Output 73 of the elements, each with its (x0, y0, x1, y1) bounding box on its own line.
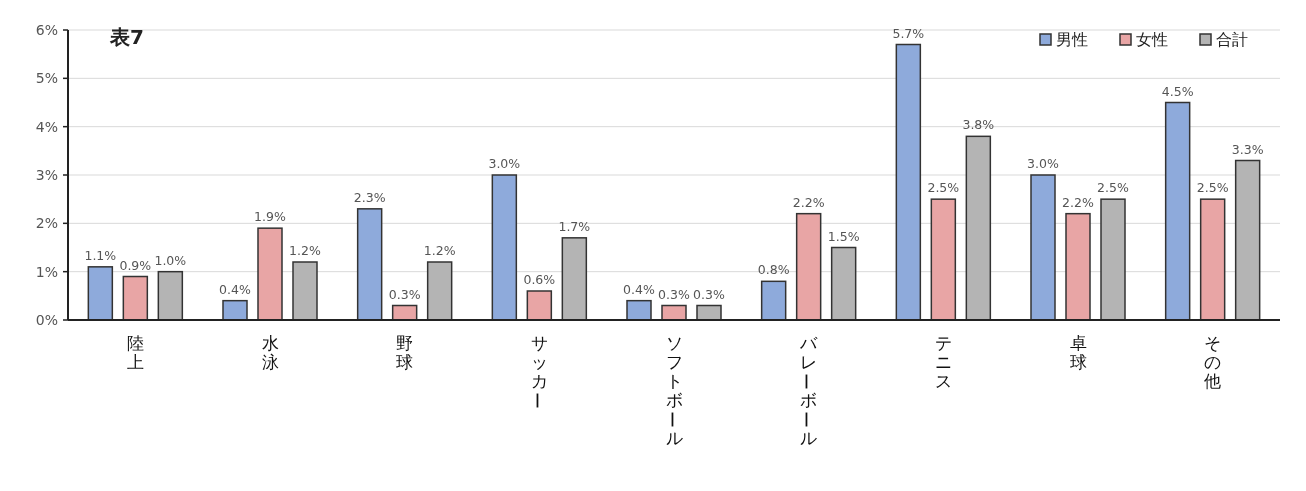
bar (1065, 212, 1091, 321)
y-tick-label: 6% (35, 22, 58, 38)
data-label: 0.6% (523, 272, 556, 287)
data-label: 3.0% (488, 156, 521, 171)
y-tick-label: 3% (35, 167, 58, 183)
data-label: 2.3% (353, 189, 386, 205)
x-tick-label: 野球 (396, 333, 414, 372)
data-label: 5.7% (892, 25, 925, 41)
x-tick-label: サッカー (526, 333, 548, 409)
bar (1100, 198, 1126, 321)
x-tick-label: その他 (1204, 333, 1222, 391)
bar (626, 299, 652, 321)
bar (222, 299, 248, 321)
legend-label: 女性 (1136, 30, 1168, 49)
bar (122, 275, 149, 321)
data-label: 1.2% (289, 243, 321, 258)
bar (87, 266, 114, 321)
data-label: 3.0% (1027, 156, 1059, 171)
data-label: 0.3% (693, 286, 725, 302)
bar (930, 198, 957, 321)
bar (1030, 174, 1056, 321)
data-label: 1.0% (154, 252, 187, 268)
bar (696, 304, 722, 321)
data-label: 0.8% (757, 262, 790, 278)
data-label: 0.4% (623, 281, 655, 297)
x-tick-label: 水泳 (261, 333, 279, 372)
chart-title: 表7 (109, 25, 144, 49)
x-tick-label: 陸上 (126, 333, 144, 372)
bar (830, 246, 857, 321)
legend-label: 男性 (1056, 30, 1088, 49)
data-label: 2.2% (1062, 194, 1094, 210)
data-label: 0.3% (658, 286, 690, 302)
data-label: 0.9% (119, 257, 152, 273)
bar (760, 280, 787, 321)
bar (356, 208, 383, 321)
x-tick-label: テニス (934, 333, 952, 391)
bar (795, 212, 822, 321)
bar (491, 174, 518, 321)
bar (526, 290, 553, 321)
bar (157, 270, 184, 321)
legend-label: 合計 (1216, 30, 1248, 49)
data-label: 2.5% (1097, 180, 1129, 196)
bar (257, 227, 283, 321)
bar (561, 237, 588, 321)
bar (292, 261, 318, 321)
data-label: 2.2% (792, 194, 825, 210)
data-label: 3.3% (1231, 141, 1264, 157)
bar (661, 304, 687, 321)
x-tick-label: 卓球 (1069, 333, 1087, 372)
data-label: 1.7% (558, 218, 591, 234)
data-label: 1.5% (827, 228, 860, 244)
data-label: 0.3% (388, 286, 421, 302)
data-label: 1.1% (84, 247, 117, 263)
data-label: 1.2% (423, 243, 456, 258)
bar (1164, 101, 1191, 321)
bar (1234, 159, 1261, 321)
data-label: 0.4% (219, 281, 251, 297)
data-label: 4.5% (1161, 83, 1194, 99)
bar (965, 135, 992, 321)
y-tick-label: 5% (35, 70, 58, 87)
y-tick-label: 1% (35, 263, 58, 280)
x-tick-label: バレーボール (796, 333, 819, 448)
y-tick-label: 4% (35, 118, 58, 135)
data-label: 2.5% (927, 180, 960, 196)
y-tick-label: 2% (35, 215, 58, 232)
data-label: 2.5% (1196, 180, 1229, 196)
y-tick-label: 0% (35, 312, 58, 328)
x-tick-label: ソフトボール (661, 333, 683, 448)
bar (426, 261, 453, 321)
bar (895, 43, 922, 321)
bar (1199, 198, 1226, 321)
data-label: 3.8% (962, 117, 995, 133)
data-label: 1.9% (254, 209, 286, 225)
